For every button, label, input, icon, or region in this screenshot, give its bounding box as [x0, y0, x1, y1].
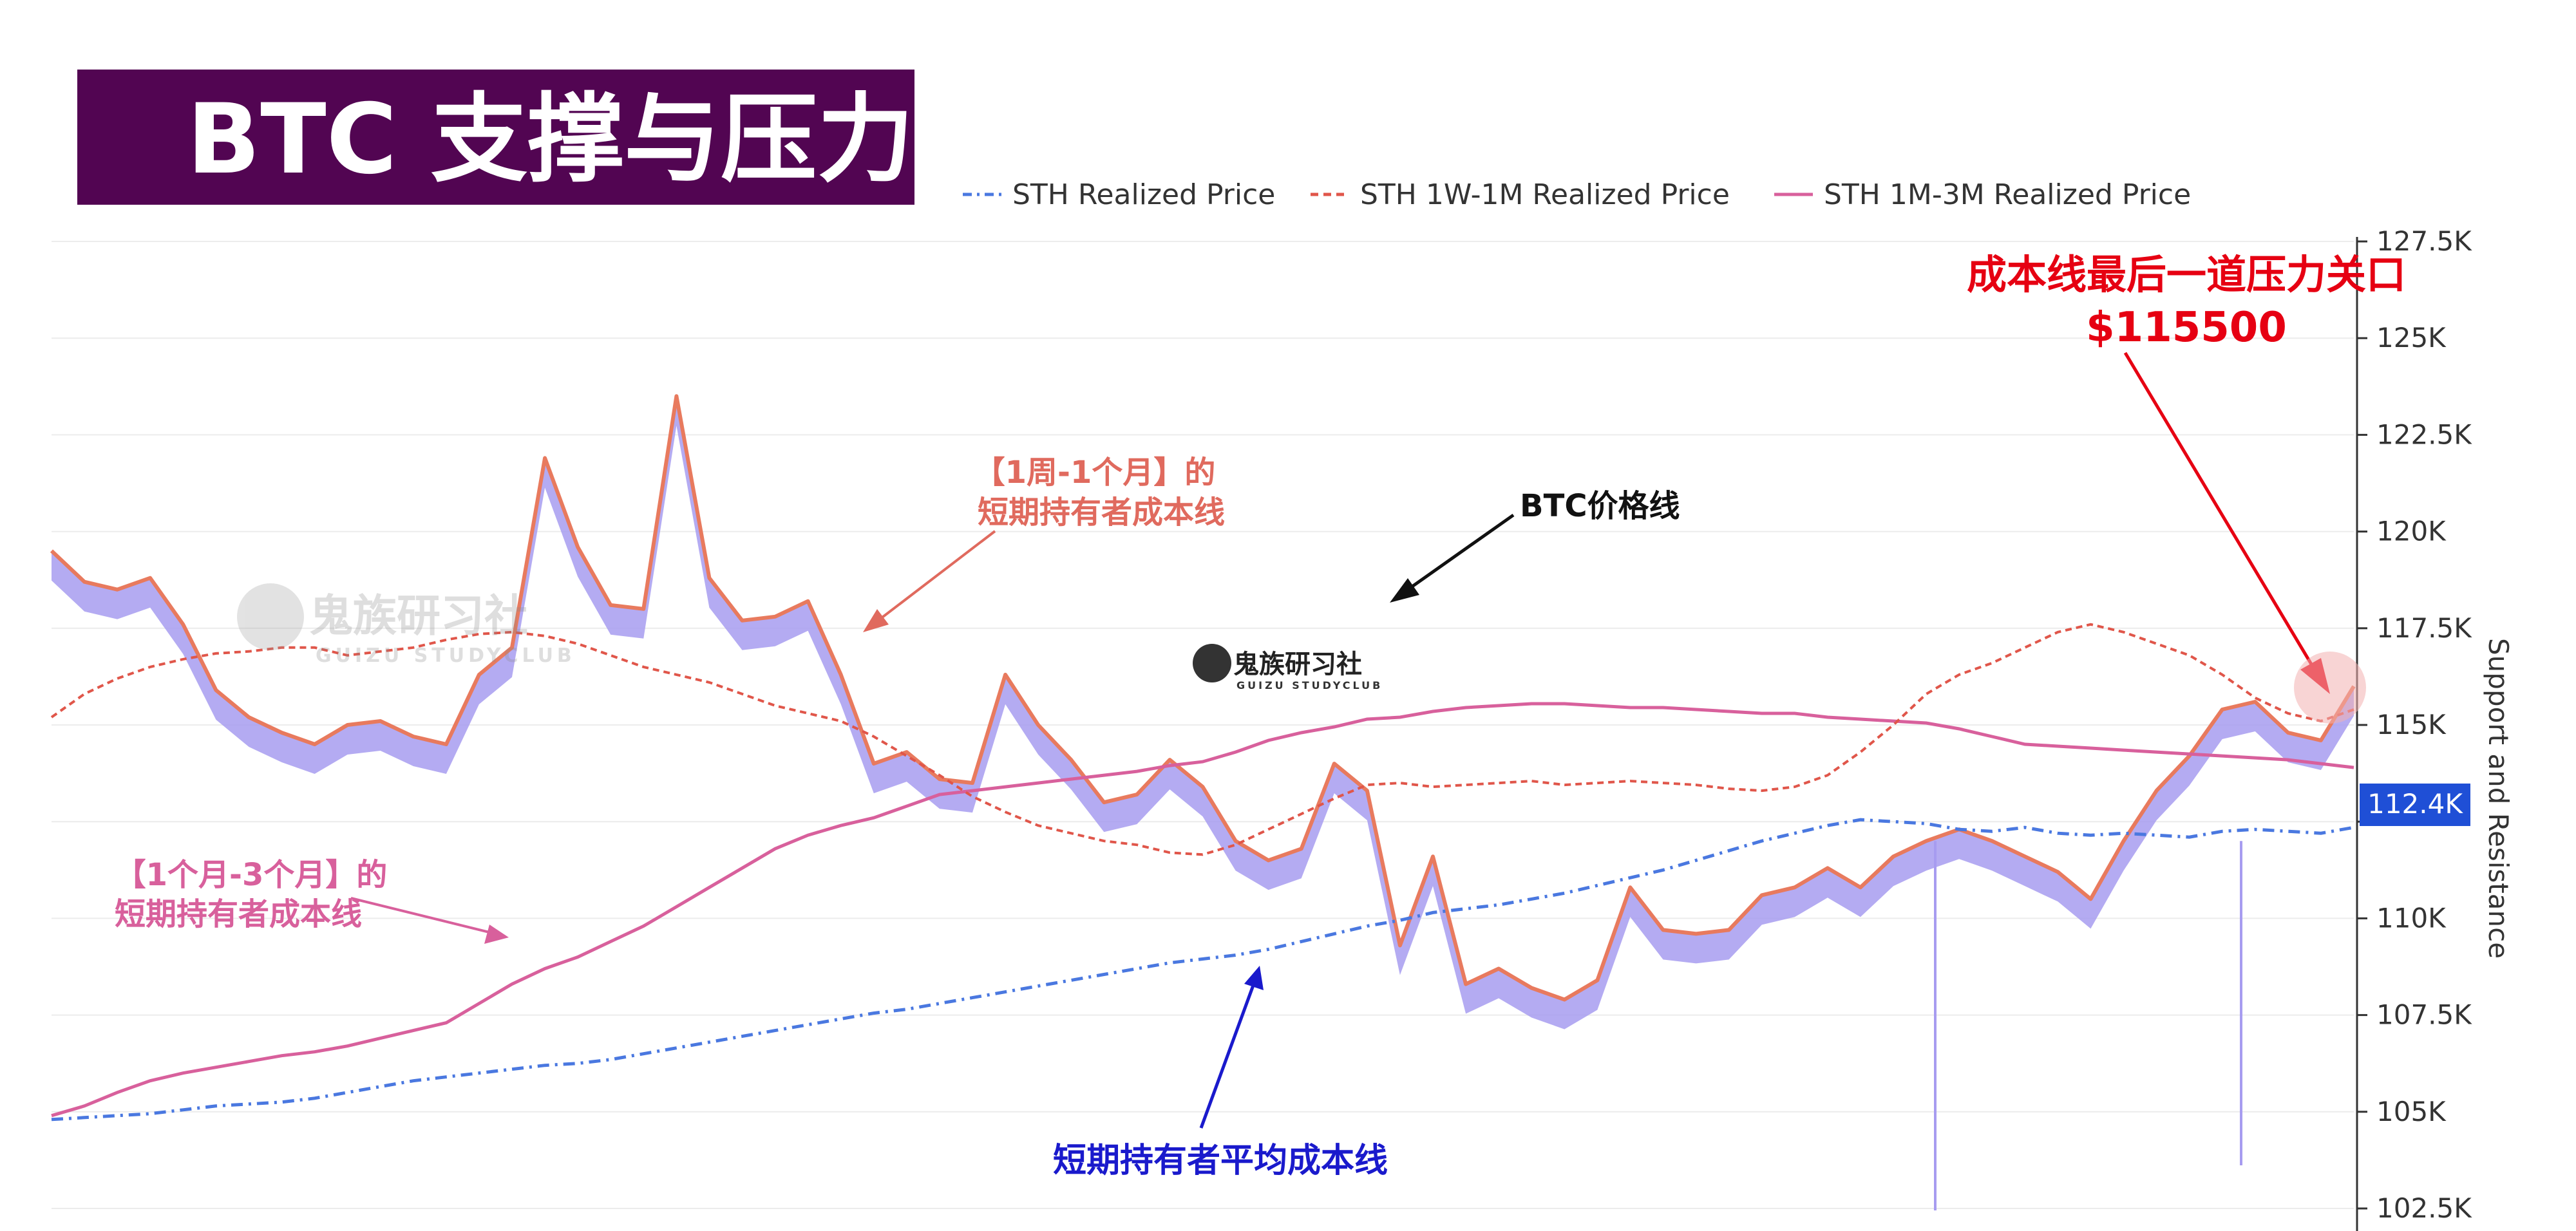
legend: STH Realized Price STH 1W-1M Realized Pr… — [963, 178, 2191, 211]
y-tick-label: 122.5K — [2376, 418, 2472, 450]
series-btc-price-area — [52, 396, 2354, 1029]
annotation-sth-avg: 短期持有者平均成本线 — [1053, 1142, 1388, 1180]
chart-title: BTC 支撑与压力 — [187, 84, 914, 196]
resistance-highlight — [2294, 652, 2366, 724]
arrowhead-sth-avg — [1244, 966, 1264, 990]
watermark-center: 鬼族研习社 GUIZU STUDYCLUB — [1193, 644, 1383, 691]
annotation-sth-1w-1m-line1: 【1周-1个月】的 — [974, 455, 1216, 491]
y-tick-label: 105K — [2376, 1096, 2447, 1127]
y-axis-title: Support and Resistance — [2483, 638, 2514, 959]
series-sth-1m-3m — [51, 702, 2354, 1118]
arrow-sth-1w-1m — [873, 530, 996, 625]
y-axis-ticks: 102.5K 105K 107.5K 110K 115K 117.5K 120K 122.5K… — [2357, 225, 2472, 1224]
arrowhead-sth-1w-1m — [863, 609, 889, 632]
plot-area — [50, 394, 2356, 1210]
arrow-sth-avg — [1199, 981, 1256, 1129]
arrowhead-sth-1m-3m — [484, 925, 509, 944]
y-tick-label: 107.5K — [2376, 999, 2472, 1031]
y-tick-label: 125K — [2376, 322, 2447, 353]
arrow-sth-1m-3m — [350, 897, 495, 935]
annotation-resistance-line2: $115500 — [2086, 304, 2287, 352]
y-tick-label: 117.5K — [2376, 612, 2472, 644]
watermark-en-left: GUIZU STUDYCLUB — [316, 644, 576, 667]
y-tick-label: 120K — [2376, 516, 2447, 547]
grid — [52, 241, 2354, 1209]
legend-label-sth-1m-3m: STH 1M-3M Realized Price — [1824, 178, 2191, 211]
current-value-tag — [2360, 784, 2470, 826]
title-banner — [77, 70, 914, 205]
legend-label-sth: STH Realized Price — [1012, 178, 1275, 211]
y-tick-label: 102.5K — [2376, 1192, 2472, 1224]
watermark-logo-left — [237, 583, 304, 650]
legend-label-sth-1w-1m: STH 1W-1M Realized Price — [1360, 178, 1730, 211]
arrow-resistance — [2123, 352, 2320, 677]
arrow-price-line — [1403, 513, 1515, 594]
y-tick-label: 127.5K — [2376, 225, 2472, 257]
y-tick-label: 115K — [2376, 709, 2447, 740]
annotation-resistance-line1: 成本线最后一道压力关口 — [1967, 251, 2406, 298]
series-btc-price-line — [50, 394, 2356, 1002]
annotation-sth-1w-1m-line2: 短期持有者成本线 — [978, 494, 1225, 531]
annotation-sth-1m-3m-line1: 【1个月-3个月】的 — [115, 857, 388, 893]
y-tick-label: 110K — [2376, 902, 2447, 934]
annotation-price-line: BTC价格线 — [1520, 488, 1680, 524]
annotation-sth-1m-3m-line2: 短期持有者成本线 — [115, 896, 362, 932]
watermark-left: 鬼族研习社 GUIZU STUDYCLUB — [237, 583, 576, 667]
current-value-label: 112.4K — [2367, 788, 2463, 820]
watermark-cn-center: 鬼族研习社 — [1233, 650, 1362, 679]
watermark-en-center: GUIZU STUDYCLUB — [1236, 679, 1383, 691]
series-sth-1w-1m — [50, 623, 2354, 856]
watermark-cn-left: 鬼族研习社 — [309, 591, 528, 642]
arrowhead-price-line — [1390, 578, 1419, 603]
watermark-logo-center — [1193, 644, 1231, 682]
series-sth — [51, 818, 2354, 1122]
